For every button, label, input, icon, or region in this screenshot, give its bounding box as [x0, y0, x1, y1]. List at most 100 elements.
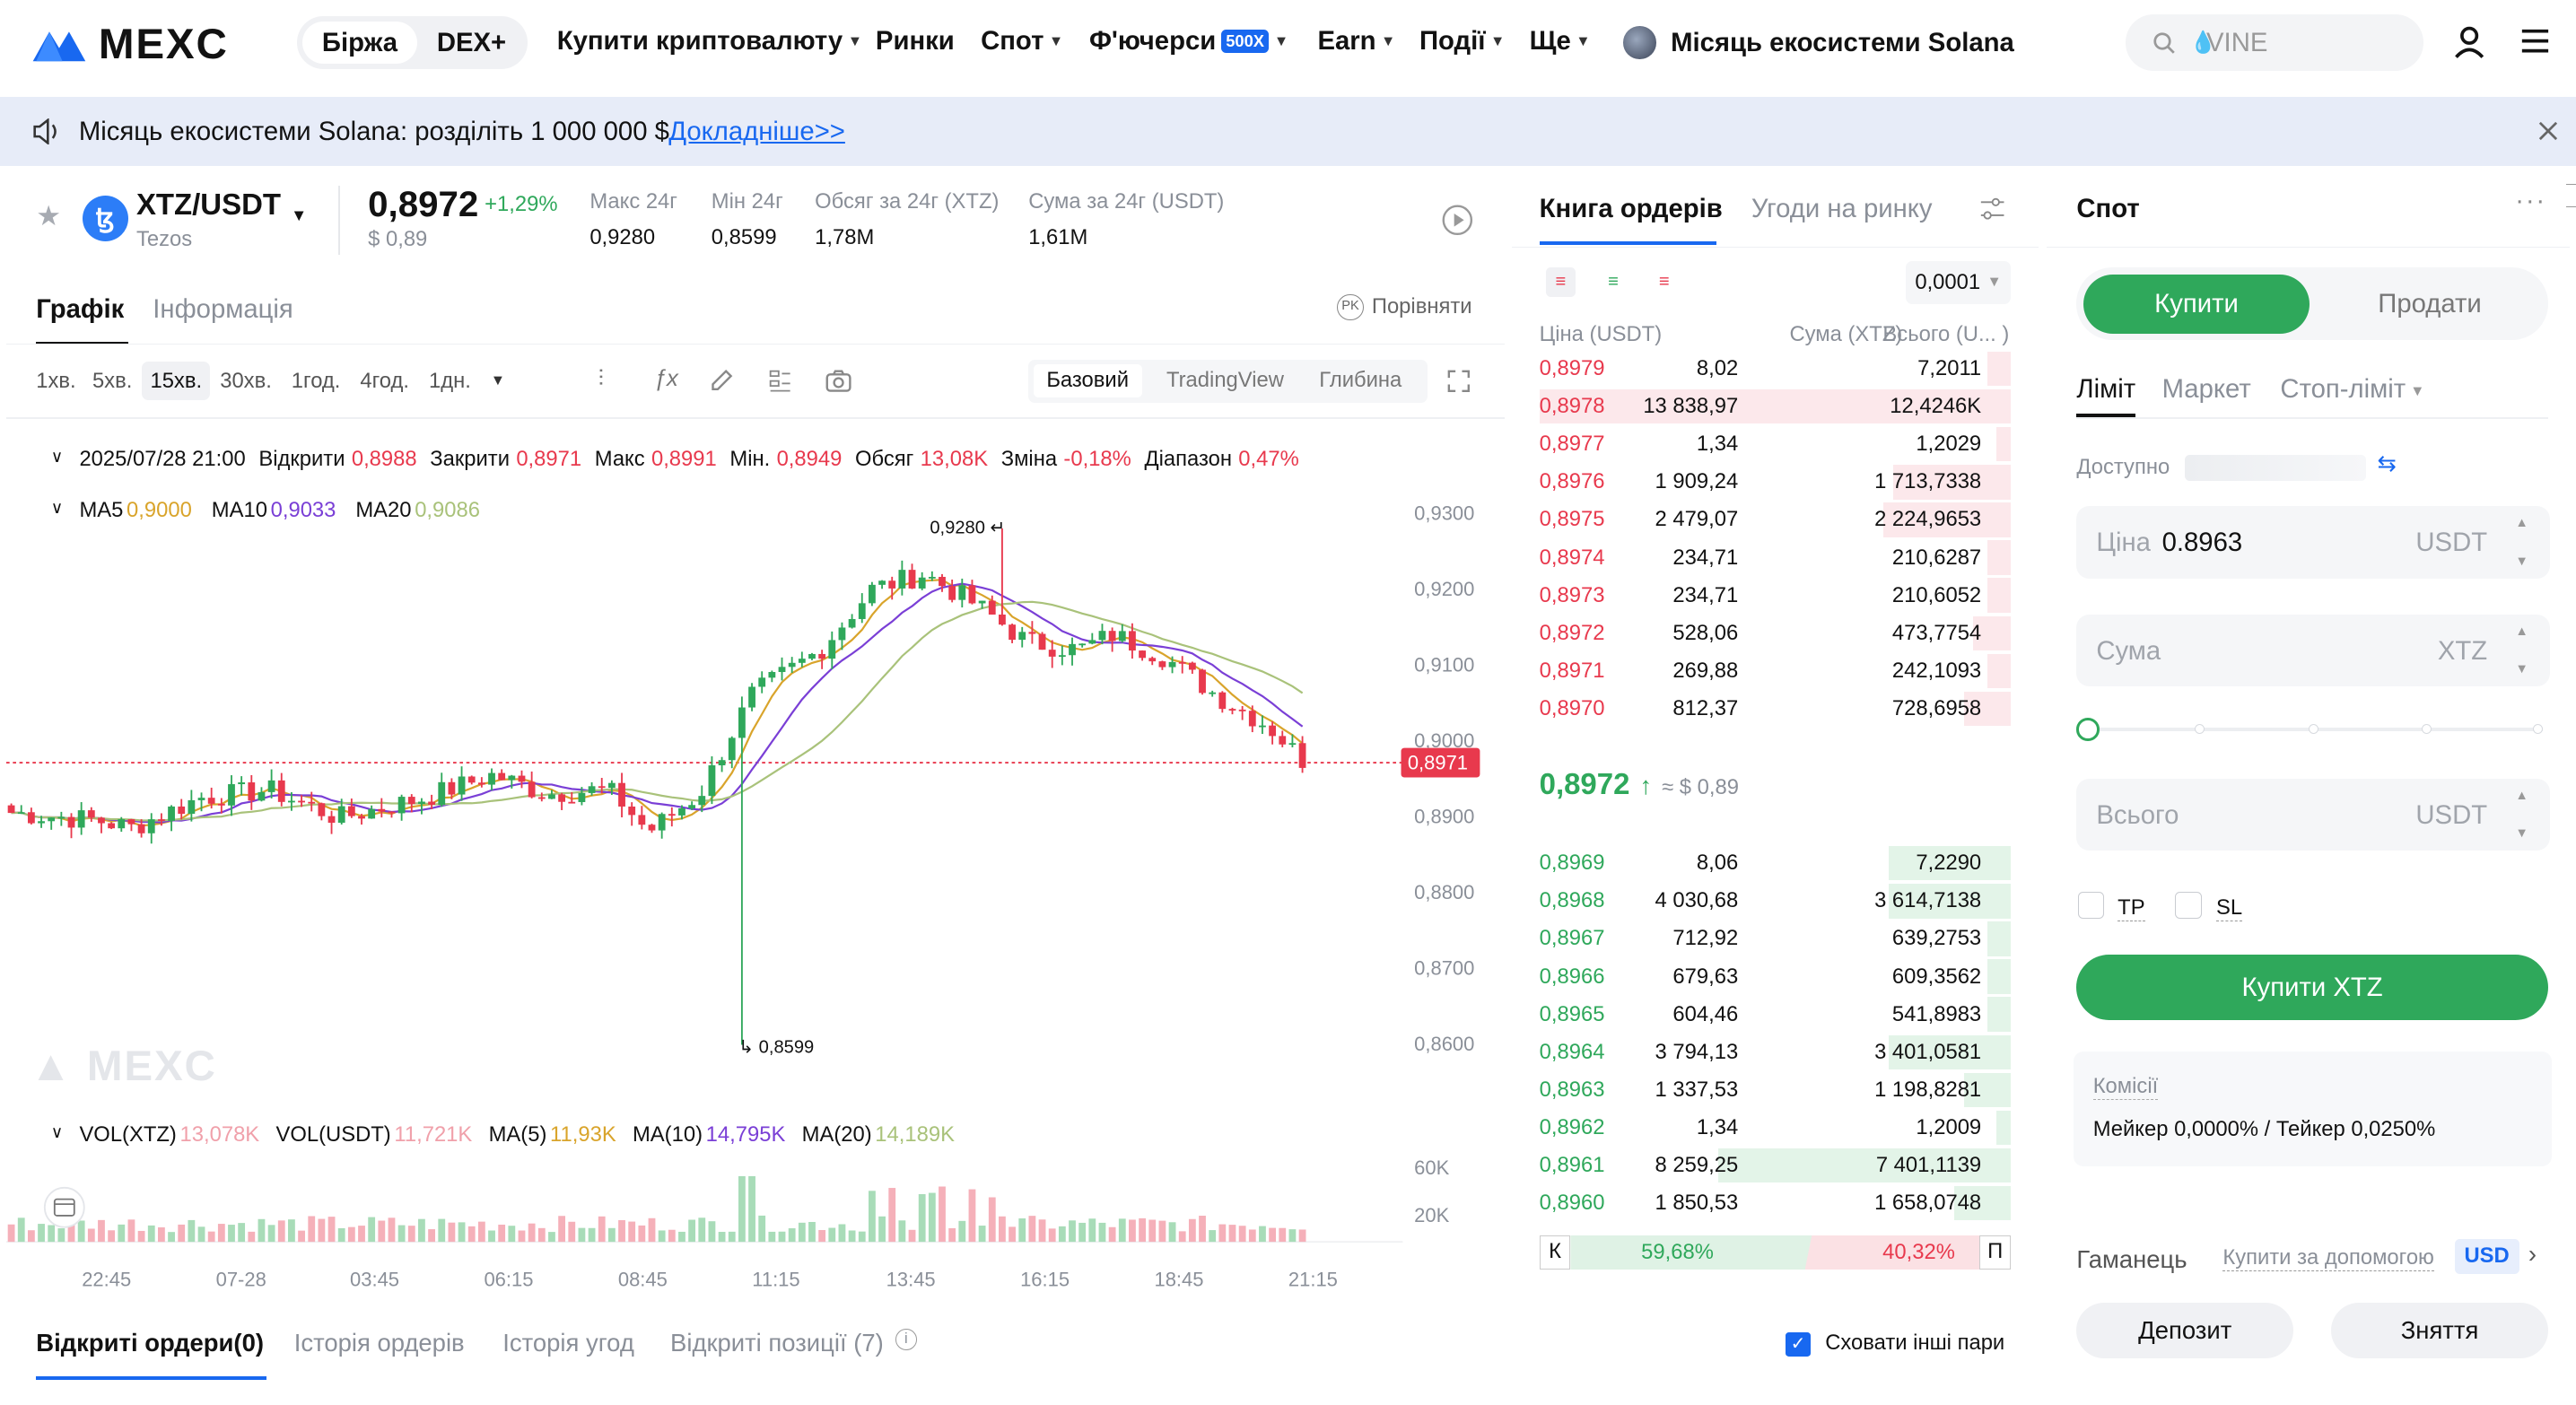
- ask-row[interactable]: 0,8971 269,88 242,1093: [1512, 652, 2012, 690]
- tf-4h[interactable]: 4год.: [360, 368, 409, 393]
- tf-1h[interactable]: 1год.: [291, 368, 341, 393]
- tp-checkbox[interactable]: [2078, 892, 2105, 919]
- nav-buy-crypto[interactable]: Купити криптовалюту ▼: [557, 26, 862, 57]
- nav-more[interactable]: Ще ▼: [1530, 26, 1591, 57]
- fullscreen-icon[interactable]: [1447, 370, 1471, 393]
- view-asks-icon[interactable]: ≡: [1658, 272, 1670, 292]
- nav-promo[interactable]: Місяць екосистеми Solana: [1623, 26, 2014, 59]
- amount-stepper[interactable]: ▲ ▼: [2507, 624, 2537, 677]
- tf-15m[interactable]: 15хв.: [142, 362, 211, 401]
- order-type-market[interactable]: Маркет: [2161, 374, 2251, 405]
- bid-row[interactable]: 0,8967 712,92 639,2753: [1512, 920, 2012, 957]
- nav-futures[interactable]: Ф'ючерси 500X ▼: [1089, 26, 1288, 57]
- buy-with-link[interactable]: Купити за допомогою: [2222, 1244, 2434, 1271]
- buy-tab[interactable]: Купити: [2083, 274, 2310, 334]
- banner-link[interactable]: Докладніше>>: [668, 116, 845, 146]
- precision-select[interactable]: 0,0001 ▼: [1905, 261, 2012, 304]
- more-dots-icon[interactable]: ···: [2515, 185, 2546, 215]
- nav-events[interactable]: Події ▼: [1419, 26, 1505, 57]
- ask-row[interactable]: 0,8970 812,37 728,6958: [1512, 690, 2012, 728]
- draw-pencil-icon[interactable]: [708, 368, 734, 394]
- ask-row[interactable]: 0,8976 1 909,24 1 713,7338: [1512, 463, 2012, 501]
- currency-badge[interactable]: USD: [2454, 1238, 2519, 1274]
- withdraw-button[interactable]: Зняття: [2331, 1302, 2548, 1359]
- switch-dex[interactable]: DEX+: [436, 27, 507, 57]
- caret-down-icon[interactable]: ▼: [291, 205, 308, 224]
- bid-row[interactable]: 0,8963 1 337,53 1 198,8281: [1512, 1071, 2012, 1109]
- tab-order-history[interactable]: Історія ордерів: [293, 1329, 465, 1357]
- layout-grid-icon[interactable]: [767, 368, 793, 394]
- transfer-icon[interactable]: ⇆: [2377, 450, 2397, 476]
- bid-row[interactable]: 0,8962 1,34 1,2009: [1512, 1109, 2012, 1147]
- bid-row[interactable]: 0,8960 1 850,53 1 658,0748: [1512, 1184, 2012, 1222]
- tab-market-trades[interactable]: Угоди на ринку: [1751, 194, 1933, 224]
- slider-mark[interactable]: [2533, 724, 2544, 735]
- nav-markets[interactable]: Ринки: [876, 26, 955, 57]
- bid-row[interactable]: 0,8964 3 794,13 3 401,0581: [1512, 1034, 2012, 1071]
- tab-orderbook[interactable]: Книга ордерів: [1539, 194, 1723, 224]
- info-icon[interactable]: i: [895, 1329, 917, 1351]
- stepper-up-icon[interactable]: ▲: [2515, 624, 2528, 639]
- candle-type-icon[interactable]: ⫶: [598, 366, 604, 392]
- bid-row[interactable]: 0,8961 8 259,25 7 401,1139: [1512, 1147, 2012, 1184]
- mode-tradingview[interactable]: TradingView: [1166, 368, 1284, 393]
- view-bids-icon[interactable]: ≡: [1608, 272, 1619, 292]
- camera-icon[interactable]: [825, 368, 852, 394]
- order-type-limit[interactable]: Ліміт: [2076, 374, 2136, 405]
- tab-info[interactable]: Інформація: [153, 293, 293, 324]
- ask-row[interactable]: 0,8978 13 838,97 12,4246K: [1512, 388, 2012, 425]
- ask-row[interactable]: 0,8974 234,71 210,6287: [1512, 539, 2012, 577]
- menu-icon[interactable]: [2520, 28, 2550, 54]
- ask-row[interactable]: 0,8975 2 479,07 2 224,9653: [1512, 501, 2012, 538]
- stepper-up-icon[interactable]: ▲: [2515, 515, 2528, 530]
- amount-slider[interactable]: [2076, 716, 2549, 742]
- total-stepper[interactable]: ▲ ▼: [2507, 789, 2537, 842]
- chevron-right-icon[interactable]: ›: [2528, 1240, 2537, 1269]
- sl-label[interactable]: SL: [2216, 894, 2243, 921]
- buy-submit-button[interactable]: Купити XTZ: [2076, 954, 2548, 1021]
- compare-button[interactable]: PK Порівняти: [1337, 293, 1472, 321]
- pair-name[interactable]: XTZ/USDT: [135, 187, 281, 221]
- caret-down-icon[interactable]: ▼: [2410, 382, 2425, 399]
- view-both-icon[interactable]: ≡: [1545, 267, 1576, 298]
- bid-row[interactable]: 0,8968 4 030,68 3 614,7138: [1512, 882, 2012, 920]
- tp-label[interactable]: TP: [2118, 894, 2145, 921]
- deposit-button[interactable]: Депозит: [2076, 1302, 2294, 1359]
- indicators-icon[interactable]: ƒx: [653, 366, 678, 392]
- slider-mark[interactable]: [2421, 724, 2432, 735]
- tab-trade-history[interactable]: Історія угод: [502, 1329, 634, 1357]
- price-input[interactable]: 0.8963: [2161, 527, 2243, 557]
- close-icon[interactable]: [2538, 121, 2558, 141]
- sl-checkbox[interactable]: [2175, 892, 2202, 919]
- slider-mark[interactable]: [2195, 724, 2205, 735]
- nav-earn[interactable]: Earn ▼: [1317, 26, 1395, 57]
- tf-1m[interactable]: 1хв.: [36, 368, 76, 393]
- bid-row[interactable]: 0,8965 604,46 541,8983: [1512, 996, 2012, 1034]
- collapse-icon[interactable]: ∨: [50, 447, 64, 467]
- order-type-stop-limit[interactable]: Стоп-ліміт: [2280, 374, 2406, 405]
- stepper-down-icon[interactable]: ▼: [2515, 826, 2528, 842]
- collapse-icon[interactable]: ∨: [50, 1121, 64, 1141]
- stepper-up-icon[interactable]: ▲: [2515, 788, 2528, 803]
- ask-row[interactable]: 0,8973 234,71 210,6052: [1512, 577, 2012, 615]
- total-field[interactable]: Всього USDT ▲ ▼: [2076, 778, 2550, 851]
- hide-pairs-label[interactable]: Сховати інші пари: [1825, 1331, 2005, 1356]
- settings-sliders-icon[interactable]: [1979, 196, 2005, 222]
- tf-30m[interactable]: 30хв.: [220, 368, 272, 393]
- mode-basic[interactable]: Базовий: [1033, 364, 1142, 398]
- switch-exchange[interactable]: Біржа: [301, 21, 418, 65]
- candlestick-chart[interactable]: 0,9300 0,9200 0,9100 0,9000 0,8900 0,8800 0,87…: [6, 417, 1505, 1297]
- caret-down-icon[interactable]: ▼: [490, 372, 506, 389]
- amount-field[interactable]: Сума XTZ ▲ ▼: [2076, 614, 2550, 687]
- tf-5m[interactable]: 5хв.: [92, 368, 133, 393]
- ask-row[interactable]: 0,8979 8,02 7,2011: [1512, 350, 2012, 388]
- sell-tab[interactable]: Продати: [2378, 288, 2482, 319]
- price-field[interactable]: Ціна 0.8963 USDT ▲ ▼: [2076, 505, 2550, 579]
- stepper-down-icon[interactable]: ▼: [2515, 554, 2528, 569]
- bid-row[interactable]: 0,8966 679,63 609,3562: [1512, 957, 2012, 995]
- ask-row[interactable]: 0,8972 528,06 473,7754: [1512, 615, 2012, 652]
- tab-open-positions[interactable]: Відкриті позиції (7): [670, 1329, 884, 1357]
- user-icon[interactable]: [2451, 24, 2487, 60]
- collapse-icon[interactable]: ∨: [50, 497, 64, 517]
- price-stepper[interactable]: ▲ ▼: [2507, 516, 2537, 569]
